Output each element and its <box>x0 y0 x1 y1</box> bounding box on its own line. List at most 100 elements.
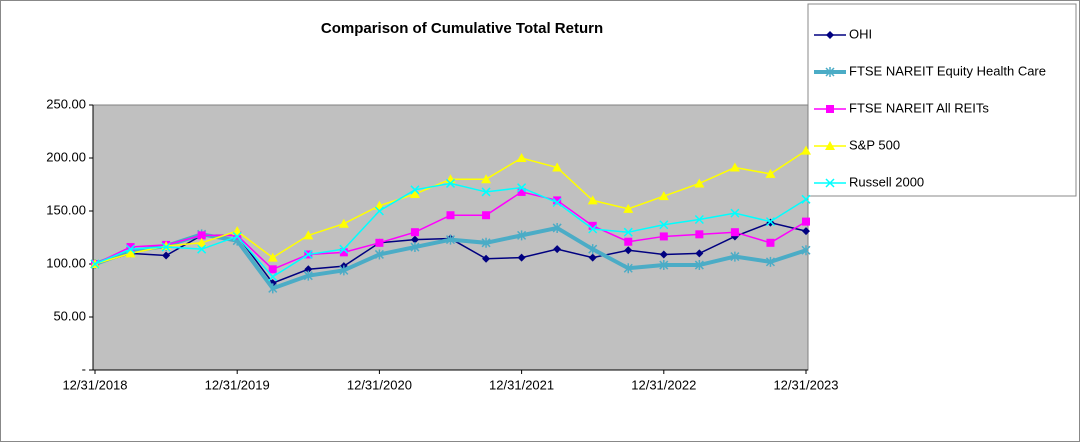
marker <box>339 244 349 254</box>
legend-label: OHI <box>849 26 872 41</box>
marker <box>445 234 456 245</box>
marker <box>552 162 563 172</box>
marker <box>695 230 704 239</box>
marker <box>624 246 633 255</box>
legend-marker <box>825 178 835 188</box>
marker <box>553 196 562 205</box>
legend-label: FTSE NAREIT Equity Health Care <box>849 63 1046 78</box>
marker <box>339 248 348 257</box>
marker <box>801 194 811 204</box>
marker <box>694 214 704 225</box>
marker <box>765 217 775 227</box>
marker <box>338 218 349 228</box>
marker <box>623 203 634 213</box>
marker <box>339 265 349 276</box>
marker <box>694 178 705 188</box>
marker <box>588 224 598 234</box>
marker <box>268 283 278 294</box>
marker <box>587 195 598 205</box>
marker <box>765 256 775 267</box>
marker <box>162 251 171 260</box>
marker <box>268 265 277 274</box>
x-tick-label: 12/31/2022 <box>631 377 696 392</box>
marker <box>409 189 420 199</box>
marker <box>126 243 135 252</box>
legend-label: FTSE NAREIT All REITs <box>849 100 989 115</box>
marker <box>801 145 811 155</box>
marker <box>517 183 527 193</box>
marker <box>374 206 384 216</box>
y-tick-label: - <box>82 361 86 376</box>
marker <box>659 220 669 230</box>
marker <box>481 187 491 197</box>
y-tick-label: 150.00 <box>46 202 86 217</box>
marker <box>446 211 455 220</box>
y-tick-label: 250.00 <box>46 96 86 111</box>
marker <box>766 238 775 247</box>
marker <box>268 272 278 282</box>
marker <box>659 232 668 241</box>
marker <box>304 265 313 274</box>
marker <box>517 253 526 262</box>
marker <box>801 245 811 256</box>
marker <box>303 230 314 240</box>
marker <box>516 153 527 162</box>
marker <box>303 249 313 259</box>
marker <box>232 231 242 241</box>
legend-marker <box>826 31 834 39</box>
marker <box>517 230 527 241</box>
marker <box>730 251 740 262</box>
x-tick-label: 12/31/2021 <box>489 377 554 392</box>
x-tick-label: 12/31/2023 <box>773 377 838 392</box>
marker <box>802 227 810 236</box>
marker <box>410 228 419 237</box>
marker <box>623 263 633 274</box>
marker <box>481 174 492 184</box>
x-tick-label: 12/31/2020 <box>347 377 412 392</box>
legend-label: Russell 2000 <box>849 174 924 189</box>
legend-marker <box>825 67 835 77</box>
marker <box>659 260 669 271</box>
marker <box>410 242 420 253</box>
marker <box>481 237 491 248</box>
marker <box>730 208 740 218</box>
y-tick-label: 100.00 <box>46 255 86 270</box>
x-tick-label: 12/31/2018 <box>62 377 127 392</box>
marker <box>517 187 526 196</box>
marker <box>659 250 668 259</box>
marker <box>624 237 633 246</box>
legend-label: S&P 500 <box>849 137 900 152</box>
marker <box>552 222 562 233</box>
marker <box>161 242 171 252</box>
marker <box>802 217 810 226</box>
marker <box>658 191 669 201</box>
marker <box>730 228 739 237</box>
marker <box>765 168 776 178</box>
marker <box>482 254 491 263</box>
legend-marker <box>826 105 834 113</box>
marker <box>196 237 207 247</box>
marker <box>197 231 206 240</box>
marker <box>410 185 420 195</box>
marker <box>125 248 136 258</box>
marker <box>553 245 562 254</box>
marker <box>445 178 456 188</box>
marker <box>623 227 633 237</box>
marker <box>374 249 384 260</box>
marker <box>90 259 100 269</box>
marker <box>410 235 419 244</box>
marker <box>588 221 597 230</box>
marker <box>694 260 704 271</box>
marker <box>375 238 384 247</box>
chart-title: Comparison of Cumulative Total Return <box>321 20 603 37</box>
marker <box>303 270 313 281</box>
marker <box>126 244 136 254</box>
marker <box>695 249 704 258</box>
marker <box>588 244 598 255</box>
legend-marker <box>825 141 835 150</box>
y-tick-label: 200.00 <box>46 149 86 164</box>
legend-box <box>807 3 1077 197</box>
y-tick-label: 50.00 <box>53 308 86 323</box>
marker <box>588 253 597 262</box>
